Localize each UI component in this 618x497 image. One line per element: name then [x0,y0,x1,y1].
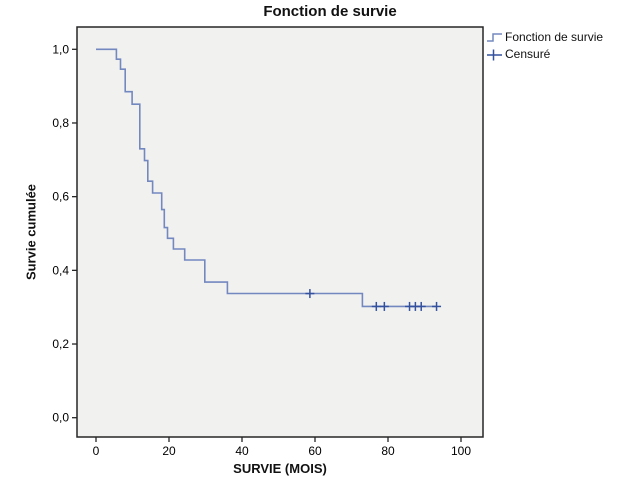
x-tick-label: 40 [235,444,249,458]
x-tick-label: 80 [381,444,395,458]
survival-step-line [96,48,437,308]
legend-item-label: Censuré [505,47,551,61]
x-tick-label: 100 [451,444,471,458]
y-tick-label: 0,8 [52,116,69,130]
x-tick-label: 0 [93,444,100,458]
plot-background [76,26,484,438]
x-tick-label: 60 [308,444,322,458]
legend-item-label: Fonction de survie [505,30,604,44]
y-tick-label: 0,6 [52,190,69,204]
legend-item-censored: Censuré [486,46,603,62]
x-tick-label: 20 [162,444,176,458]
step-line-icon [487,32,502,42]
y-axis-title: Survie cumulée [23,183,39,281]
y-tick-label: 0,4 [52,263,69,277]
chart-title: Fonction de survie [263,3,397,20]
plus-censored-icon [487,49,502,60]
y-tick-label: 0,2 [52,337,69,351]
x-axis-title: SURVIE (MOIS) [233,461,327,476]
y-tick-label: 0,0 [52,411,69,425]
legend: Fonction de survie Censuré [486,29,603,62]
y-tick-label: 1,0 [52,42,69,56]
legend-item-survival: Fonction de survie [486,29,603,45]
